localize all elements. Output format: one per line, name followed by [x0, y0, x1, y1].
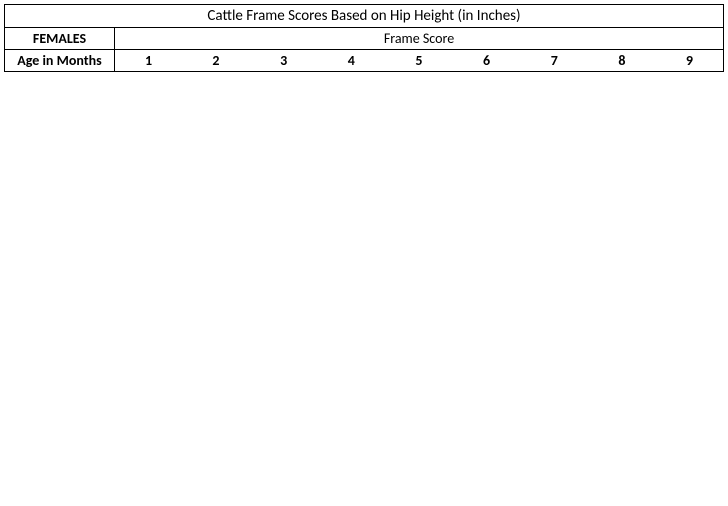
score-header: 5 — [385, 50, 453, 72]
score-header: 1 — [115, 50, 183, 72]
score-header: 7 — [520, 50, 588, 72]
score-header: 8 — [588, 50, 656, 72]
title-row: Cattle Frame Scores Based on Hip Height … — [5, 5, 724, 28]
header-row-1: FEMALES Frame Score — [5, 28, 724, 50]
females-header: FEMALES — [5, 28, 115, 50]
frame-score-table-container: Cattle Frame Scores Based on Hip Height … — [0, 0, 728, 76]
header-row-2: Age in Months 1 2 3 4 5 6 7 8 9 — [5, 50, 724, 72]
frame-score-table: Cattle Frame Scores Based on Hip Height … — [4, 4, 724, 72]
score-header: 6 — [453, 50, 521, 72]
score-header: 2 — [182, 50, 250, 72]
age-header: Age in Months — [5, 50, 115, 72]
score-header: 9 — [656, 50, 724, 72]
score-header: 4 — [317, 50, 385, 72]
frame-score-header: Frame Score — [115, 28, 724, 50]
table-title: Cattle Frame Scores Based on Hip Height … — [5, 5, 724, 28]
score-header: 3 — [250, 50, 318, 72]
